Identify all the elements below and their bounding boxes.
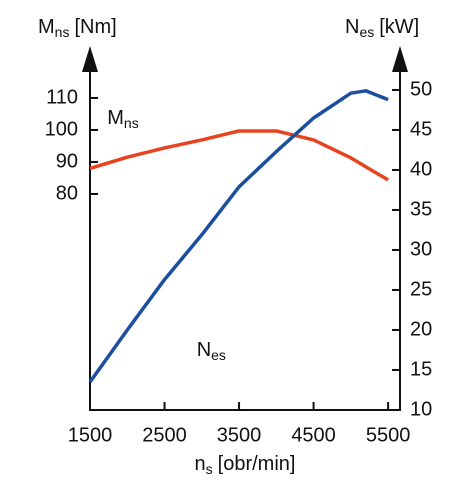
label-unit: [kW] — [379, 16, 419, 38]
series-line — [89, 129, 389, 182]
y2-tick-label: 40 — [410, 158, 432, 180]
x-axis-label: ns [obr/min] — [195, 453, 296, 476]
x-tick-label: 5500 — [366, 424, 411, 446]
y-axis-arrow — [82, 46, 98, 72]
y-tick-label: 100 — [45, 118, 78, 140]
x-tick-label: 1500 — [68, 424, 113, 446]
y2-tick-label: 25 — [410, 278, 432, 300]
label-subscript: es — [211, 347, 226, 363]
label-symbol: M — [38, 16, 55, 38]
label-subscript: ns — [55, 24, 70, 40]
x-tick-label: 4500 — [291, 424, 336, 446]
label-subscript: es — [359, 24, 374, 40]
label-subscript: s — [206, 461, 213, 477]
label-symbol: N — [197, 339, 211, 361]
y2-tick-label: 20 — [410, 318, 432, 340]
y-tick-label: 110 — [46, 86, 78, 108]
y2-axis-arrow — [392, 46, 408, 72]
label-symbol: N — [345, 16, 359, 38]
y2-tick-label: 15 — [410, 358, 432, 380]
series-line — [88, 89, 389, 384]
y2-tick-label: 30 — [410, 238, 432, 260]
annotation: Mns — [107, 107, 138, 130]
label-unit: [obr/min] — [218, 453, 296, 475]
y-axis-label: Mns [Nm] — [38, 16, 117, 39]
y2-axis-label: Nes [kW] — [345, 16, 419, 39]
label-subscript: ns — [124, 115, 139, 131]
y2-tick-label: 35 — [410, 198, 432, 220]
y2-tick-label: 45 — [410, 118, 432, 140]
label-symbol: n — [195, 453, 206, 475]
label-unit: [Nm] — [74, 16, 116, 38]
y-tick-label: 80 — [56, 182, 78, 204]
label-symbol: M — [107, 107, 124, 129]
y2-tick-label: 10 — [410, 398, 432, 420]
annotation: Nes — [197, 339, 226, 362]
y2-tick-label: 50 — [410, 78, 432, 100]
x-tick-label: 3500 — [217, 424, 262, 446]
x-tick-label: 2500 — [142, 424, 187, 446]
y-tick-label: 90 — [56, 150, 78, 172]
